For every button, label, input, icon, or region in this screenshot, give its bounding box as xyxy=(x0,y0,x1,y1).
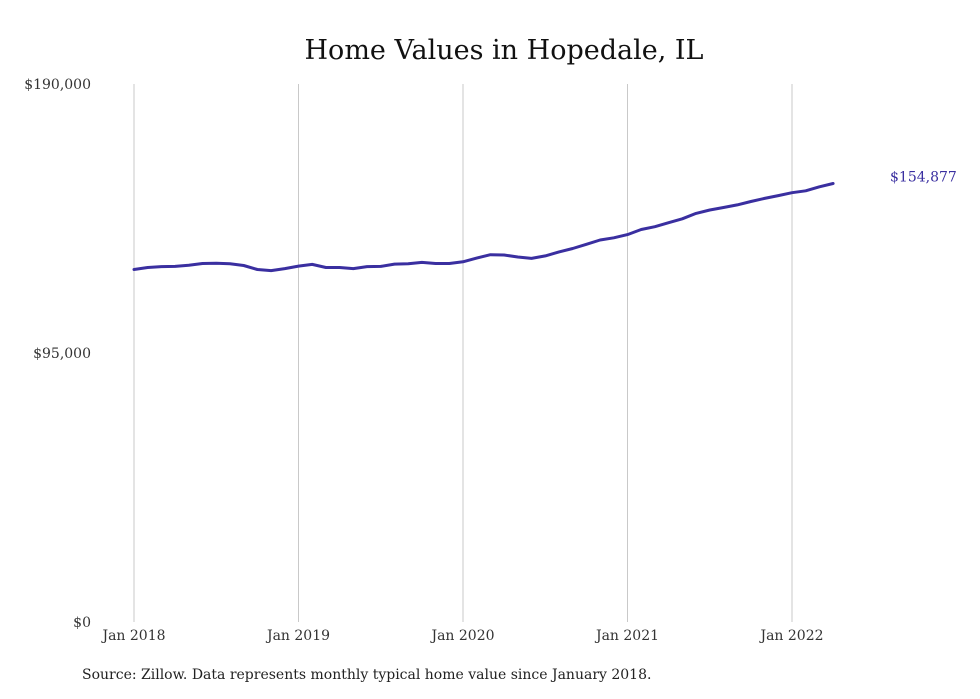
x-tick-label: Jan 2022 xyxy=(758,628,823,644)
y-axis-ticks: $0 $95,000 $190,000 xyxy=(24,77,91,631)
x-tick-label: Jan 2018 xyxy=(100,628,165,644)
y-tick-label: $95,000 xyxy=(33,346,91,362)
chart-title: Home Values in Hopedale, IL xyxy=(305,35,704,66)
y-tick-label: $0 xyxy=(73,615,91,631)
x-axis-ticks: Jan 2018 Jan 2019 Jan 2020 Jan 2021 Jan 2022 xyxy=(100,628,823,644)
vertical-gridlines xyxy=(133,84,793,622)
last-value-label: $154,877 xyxy=(890,170,957,186)
x-tick-label: Jan 2020 xyxy=(429,628,494,644)
home-value-line xyxy=(132,182,835,273)
source-note: Source: Zillow. Data represents monthly … xyxy=(82,667,652,683)
x-tick-label: Jan 2021 xyxy=(594,628,659,644)
y-tick-label: $190,000 xyxy=(24,77,91,93)
x-tick-label: Jan 2019 xyxy=(265,628,330,644)
